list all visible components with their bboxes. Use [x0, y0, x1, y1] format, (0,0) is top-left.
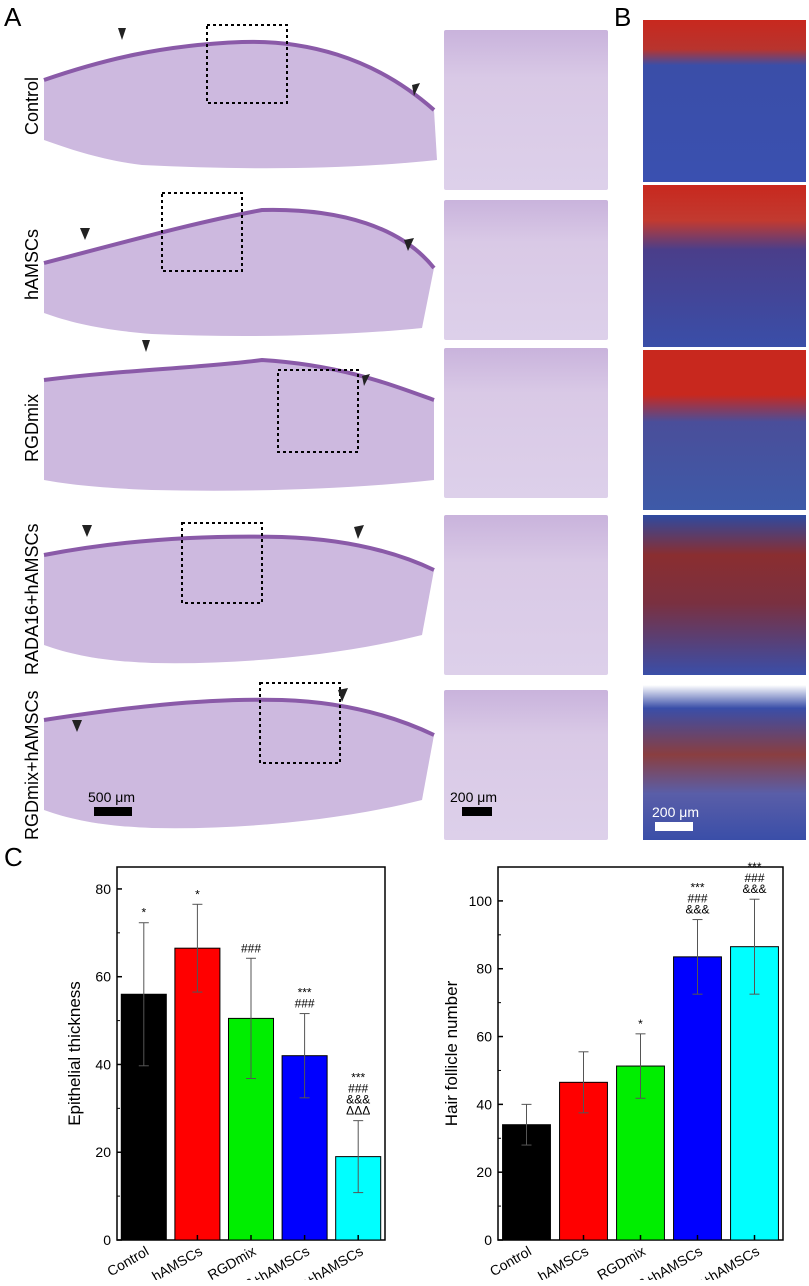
overview-section-rgdmix-hamscs — [43, 682, 435, 829]
scale-label-zoom: 200 μm — [450, 789, 497, 805]
significance-mark: &&& — [685, 903, 709, 917]
zoom-section-hamscs — [444, 200, 608, 340]
row-label-control: Control — [22, 76, 42, 135]
significance-mark: ### — [687, 892, 707, 906]
panel-letter-a: A — [4, 2, 22, 32]
stain-image-control — [643, 20, 806, 182]
significance-mark: ### — [744, 871, 764, 885]
chart-epithelial-thickness: 0 20 40 60 80 Epithelial thickness * Control * hA… — [65, 866, 386, 1280]
overview-section-control — [43, 24, 437, 169]
significance-mark: &&& — [346, 1093, 370, 1107]
bar — [673, 956, 722, 1241]
x-tick-label: hAMSCs — [149, 1243, 205, 1280]
x-tick-label: Control — [487, 1243, 534, 1279]
stain-image-rada16-hamscs — [643, 515, 806, 675]
row-label-rada16-hamscs: RADA16+hAMSCs — [22, 523, 42, 675]
overview-section-rgdmix — [43, 340, 435, 491]
zoom-section-control — [444, 30, 608, 190]
significance-mark: &&& — [742, 882, 766, 896]
y-tick-label: 0 — [484, 1232, 492, 1248]
significance-mark: * — [141, 906, 146, 920]
significance-mark: *** — [351, 1071, 365, 1085]
y-tick-label: 100 — [469, 893, 493, 909]
row-label-rgdmix: RGDmix — [22, 394, 42, 462]
stain-image-rgdmix-hamscs — [643, 685, 806, 840]
y-tick-label: 40 — [95, 1056, 111, 1072]
significance-mark: ### — [295, 997, 315, 1011]
y-tick-label: 80 — [95, 881, 111, 897]
y-axis-label: Epithelial thickness — [65, 981, 84, 1126]
zoom-section-rgdmix — [444, 348, 608, 498]
scale-bar-overview — [94, 807, 132, 816]
y-tick-label: 80 — [476, 961, 492, 977]
bar — [730, 946, 779, 1241]
significance-mark: * — [638, 1017, 643, 1031]
y-tick-label: 40 — [476, 1096, 492, 1112]
significance-mark: * — [195, 887, 200, 901]
y-tick-label: 20 — [95, 1144, 111, 1160]
x-tick-label: Control — [104, 1243, 151, 1279]
significance-mark: *** — [690, 881, 704, 895]
y-tick-label: 20 — [476, 1164, 492, 1180]
significance-mark: ΔΔΔ — [346, 1104, 370, 1118]
x-tick-label: hAMSCs — [535, 1243, 591, 1280]
panel-letter-b: B — [614, 2, 632, 32]
scale-label-stain: 200 μm — [652, 804, 699, 820]
chart-hair-follicle-number: 0 20 40 60 80 100 Hair follicle number Control h… — [442, 860, 784, 1280]
scale-bar-stain — [655, 822, 693, 831]
zoom-section-rada16-hamscs — [444, 515, 608, 675]
significance-mark: ### — [241, 941, 261, 955]
y-tick-label: 60 — [95, 969, 111, 985]
scale-label-overview: 500 μm — [88, 789, 135, 805]
row-label-rgdmix-hamscs: RGDmix+hAMSCs — [22, 690, 42, 840]
stain-image-hamscs — [643, 185, 806, 347]
significance-mark: *** — [747, 860, 761, 874]
x-tick-label: RGDmix — [594, 1243, 648, 1280]
zoom-section-rgdmix-hamscs — [444, 690, 608, 840]
row-label-hamscs: hAMSCs — [22, 228, 42, 300]
panel-letter-c: C — [4, 842, 23, 872]
y-tick-label: 60 — [476, 1029, 492, 1045]
significance-mark: *** — [298, 986, 312, 1000]
scale-bar-zoom — [462, 807, 492, 816]
overview-section-hamscs — [43, 192, 436, 336]
significance-mark: ### — [348, 1082, 368, 1096]
overview-section-rada16-hamscs — [43, 522, 435, 664]
stain-image-rgdmix — [643, 350, 806, 510]
y-axis-label: Hair follicle number — [442, 980, 461, 1126]
y-tick-label: 0 — [103, 1232, 111, 1248]
